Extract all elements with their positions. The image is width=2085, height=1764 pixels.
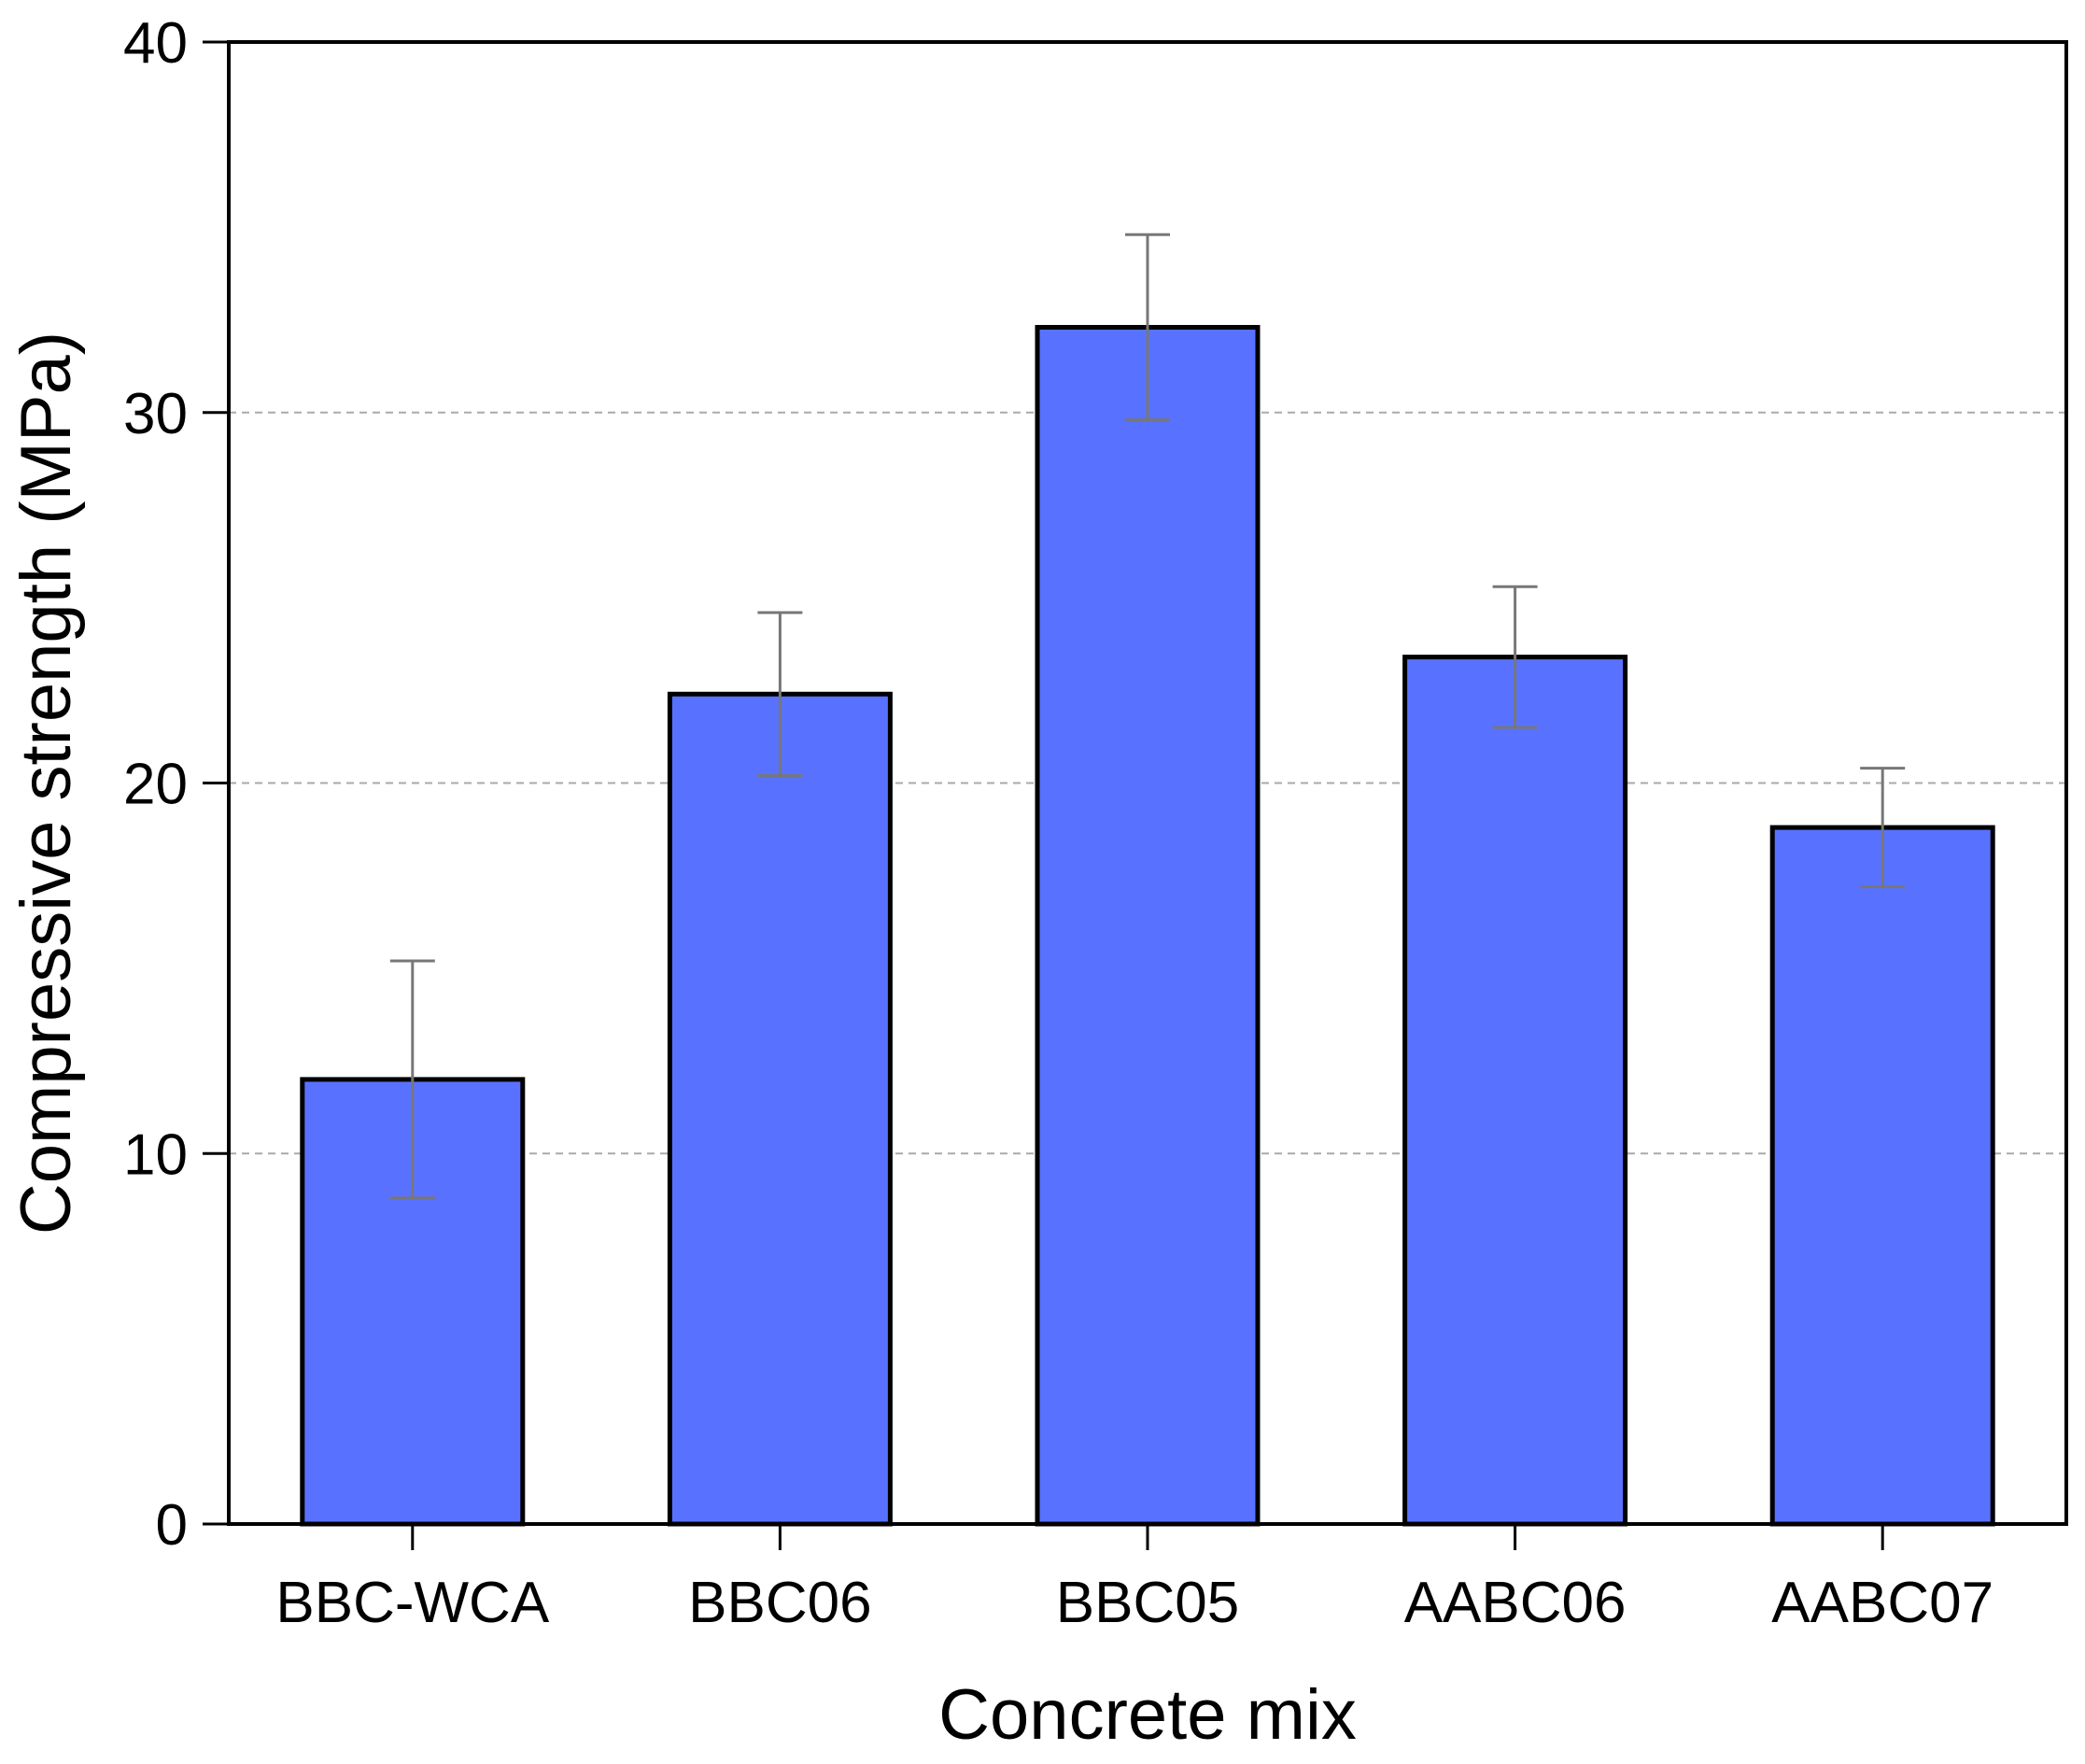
x-tick-label: AABC06 xyxy=(1404,1571,1627,1635)
y-axis-title: Compressive strength (MPa) xyxy=(7,332,86,1235)
y-tick-label: 20 xyxy=(123,753,188,817)
bar-bbc06 xyxy=(667,691,893,1527)
x-tick-label: AABC07 xyxy=(1771,1571,1993,1635)
error-bars xyxy=(389,233,1906,1200)
x-axis-title: Concrete mix xyxy=(938,1675,1357,1755)
bar-bbc05 xyxy=(1035,324,1261,1527)
y-tick-label: 30 xyxy=(123,382,188,446)
bars xyxy=(300,324,1995,1527)
bar-aabc06 xyxy=(1402,655,1628,1527)
y-tick-label: 10 xyxy=(123,1122,188,1187)
x-tick-label: BBC06 xyxy=(688,1571,871,1635)
x-tick-label: BBC-WCA xyxy=(275,1571,549,1635)
y-tick-label: 0 xyxy=(156,1493,188,1558)
y-tick-label: 40 xyxy=(123,11,188,76)
x-tick-label: BBC05 xyxy=(1056,1571,1239,1635)
x-axis-ticks: BBC-WCA BBC06 BBC05 AABC06 AABC07 xyxy=(275,1524,1993,1635)
y-axis-ticks: 0 10 20 30 40 xyxy=(123,11,229,1558)
bar-aabc07 xyxy=(1769,825,1995,1527)
